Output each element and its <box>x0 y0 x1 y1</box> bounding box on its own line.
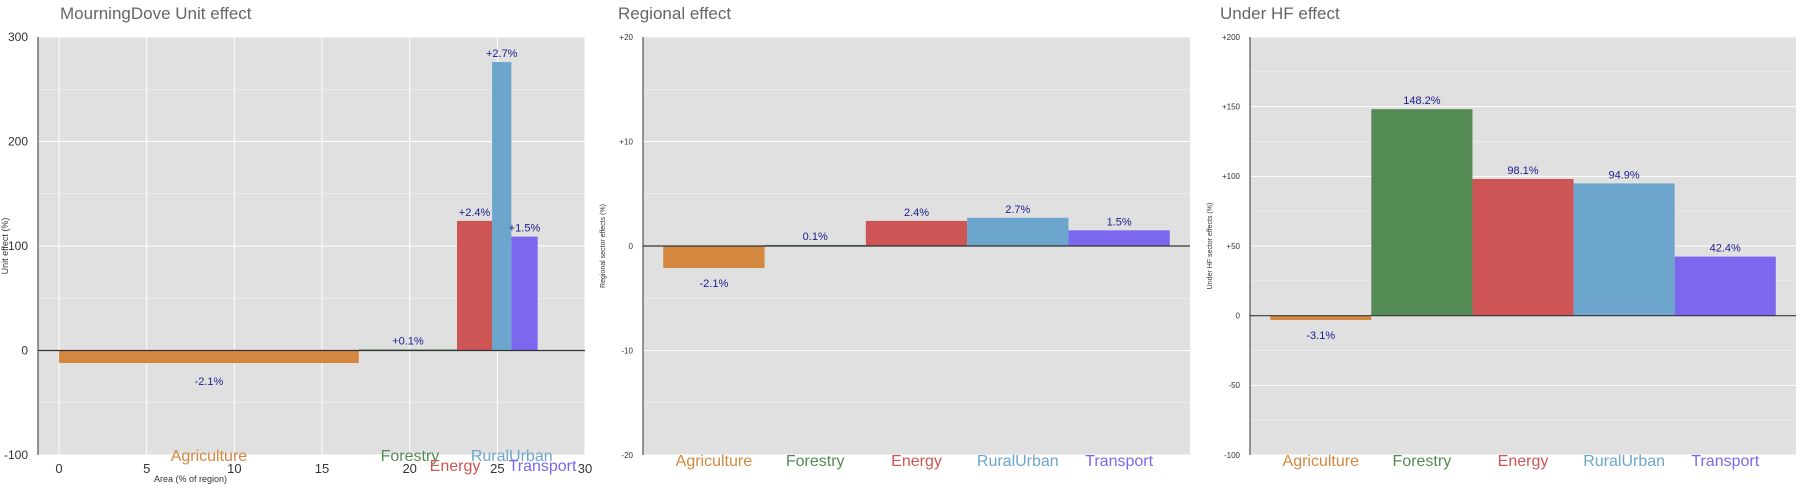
data-label-energy: 98.1% <box>1507 165 1538 177</box>
category-label-energy: Energy <box>1498 453 1549 470</box>
data-label-ruralurban: +2.7% <box>486 48 518 60</box>
data-label-transport: 42.4% <box>1710 243 1741 255</box>
bar-ruralurban <box>1573 183 1675 316</box>
bar-ruralurban <box>492 62 512 351</box>
x-tick-label: 10 <box>227 461 241 476</box>
data-label-ruralurban: 94.9% <box>1609 169 1640 181</box>
data-label-transport: 1.5% <box>1107 216 1132 228</box>
y-tick-label: -100 <box>4 448 28 462</box>
y-tick-label: -10 <box>621 346 633 355</box>
category-label-agriculture: Agriculture <box>171 448 248 465</box>
y-tick-label: +20 <box>619 33 633 42</box>
chart-title: Regional effect <box>618 4 731 23</box>
category-label-ruralurban: RuralUrban <box>471 448 553 465</box>
data-label-forestry: 148.2% <box>1403 95 1441 107</box>
x-tick-label: 30 <box>578 461 592 476</box>
y-tick-label: +150 <box>1222 102 1241 111</box>
chart-title: Under HF effect <box>1220 4 1340 23</box>
category-label-forestry: Forestry <box>786 453 845 470</box>
y-tick-label: 0 <box>1236 311 1241 320</box>
category-label-forestry: Forestry <box>1393 453 1452 470</box>
bar-ruralurban <box>967 217 1069 246</box>
chart-panel-3: Under HF effect +200 +150 +100 +50 0 -50 -100 Un… <box>1207 4 1796 470</box>
chart-panel-2: Regional effect +20 +10 0 -10 -20 Regional sec… <box>600 4 1190 470</box>
data-label-agriculture: -2.1% <box>195 376 224 388</box>
category-label-forestry: Forestry <box>381 448 440 465</box>
y-tick-label: +50 <box>1226 242 1240 251</box>
y-axis-label: Under HF sector effects (%) <box>1207 203 1214 290</box>
category-label-transport: Transport <box>1691 453 1759 470</box>
chart-title: MourningDove Unit effect <box>60 4 252 23</box>
category-label-energy: Energy <box>891 453 942 470</box>
y-tick-label: 0 <box>629 242 634 251</box>
bar-agriculture <box>1270 315 1372 320</box>
bar-energy <box>865 220 968 246</box>
y-tick-label: 200 <box>8 135 28 149</box>
bar-energy <box>1472 178 1574 316</box>
y-tick-label: -50 <box>1228 381 1240 390</box>
y-axis-label: Unit effect (%) <box>0 218 10 275</box>
y-tick-label: 300 <box>8 30 28 44</box>
bar-transport <box>1068 230 1170 246</box>
x-tick-label: 5 <box>143 461 150 476</box>
data-label-energy: +2.4% <box>459 207 491 219</box>
category-label-ruralurban: RuralUrban <box>1583 453 1665 470</box>
bar-energy <box>457 220 493 351</box>
category-label-energy: Energy <box>430 458 481 475</box>
category-label-agriculture: Agriculture <box>676 453 753 470</box>
bar-agriculture <box>59 350 359 364</box>
y-axis-label: Regional sector effects (%) <box>600 204 607 288</box>
y-tick-label: 100 <box>8 239 28 253</box>
bar-agriculture <box>663 246 765 268</box>
y-tick-label: +10 <box>619 137 633 146</box>
y-tick-label: 0 <box>21 344 28 358</box>
data-label-energy: 2.4% <box>904 207 929 219</box>
data-label-forestry: +0.1% <box>392 335 424 347</box>
x-tick-label: 0 <box>55 461 62 476</box>
y-tick-label: +100 <box>1222 172 1241 181</box>
y-tick-label: -20 <box>621 451 633 460</box>
data-label-agriculture: -3.1% <box>1306 330 1335 342</box>
category-label-transport: Transport <box>1085 453 1153 470</box>
category-label-agriculture: Agriculture <box>1283 453 1360 470</box>
x-tick-label: 20 <box>402 461 416 476</box>
category-label-ruralurban: RuralUrban <box>977 453 1059 470</box>
data-label-ruralurban: 2.7% <box>1005 204 1030 216</box>
chart-panel-1: MourningDove Unit effect3002001000-100Un… <box>0 4 592 484</box>
bar-forestry <box>1371 109 1473 316</box>
data-label-agriculture: -2.1% <box>700 278 729 290</box>
y-tick-label: -100 <box>1224 451 1241 460</box>
x-tick-label: 15 <box>315 461 329 476</box>
bar-transport <box>511 236 538 351</box>
data-label-transport: +1.5% <box>509 223 541 235</box>
y-tick-label: +200 <box>1222 33 1241 42</box>
data-label-forestry: 0.1% <box>803 231 828 243</box>
x-tick-label: 25 <box>490 461 504 476</box>
x-axis-label: Area (% of region) <box>154 474 227 484</box>
bar-transport <box>1674 256 1776 316</box>
category-label-transport: Transport <box>509 458 577 475</box>
